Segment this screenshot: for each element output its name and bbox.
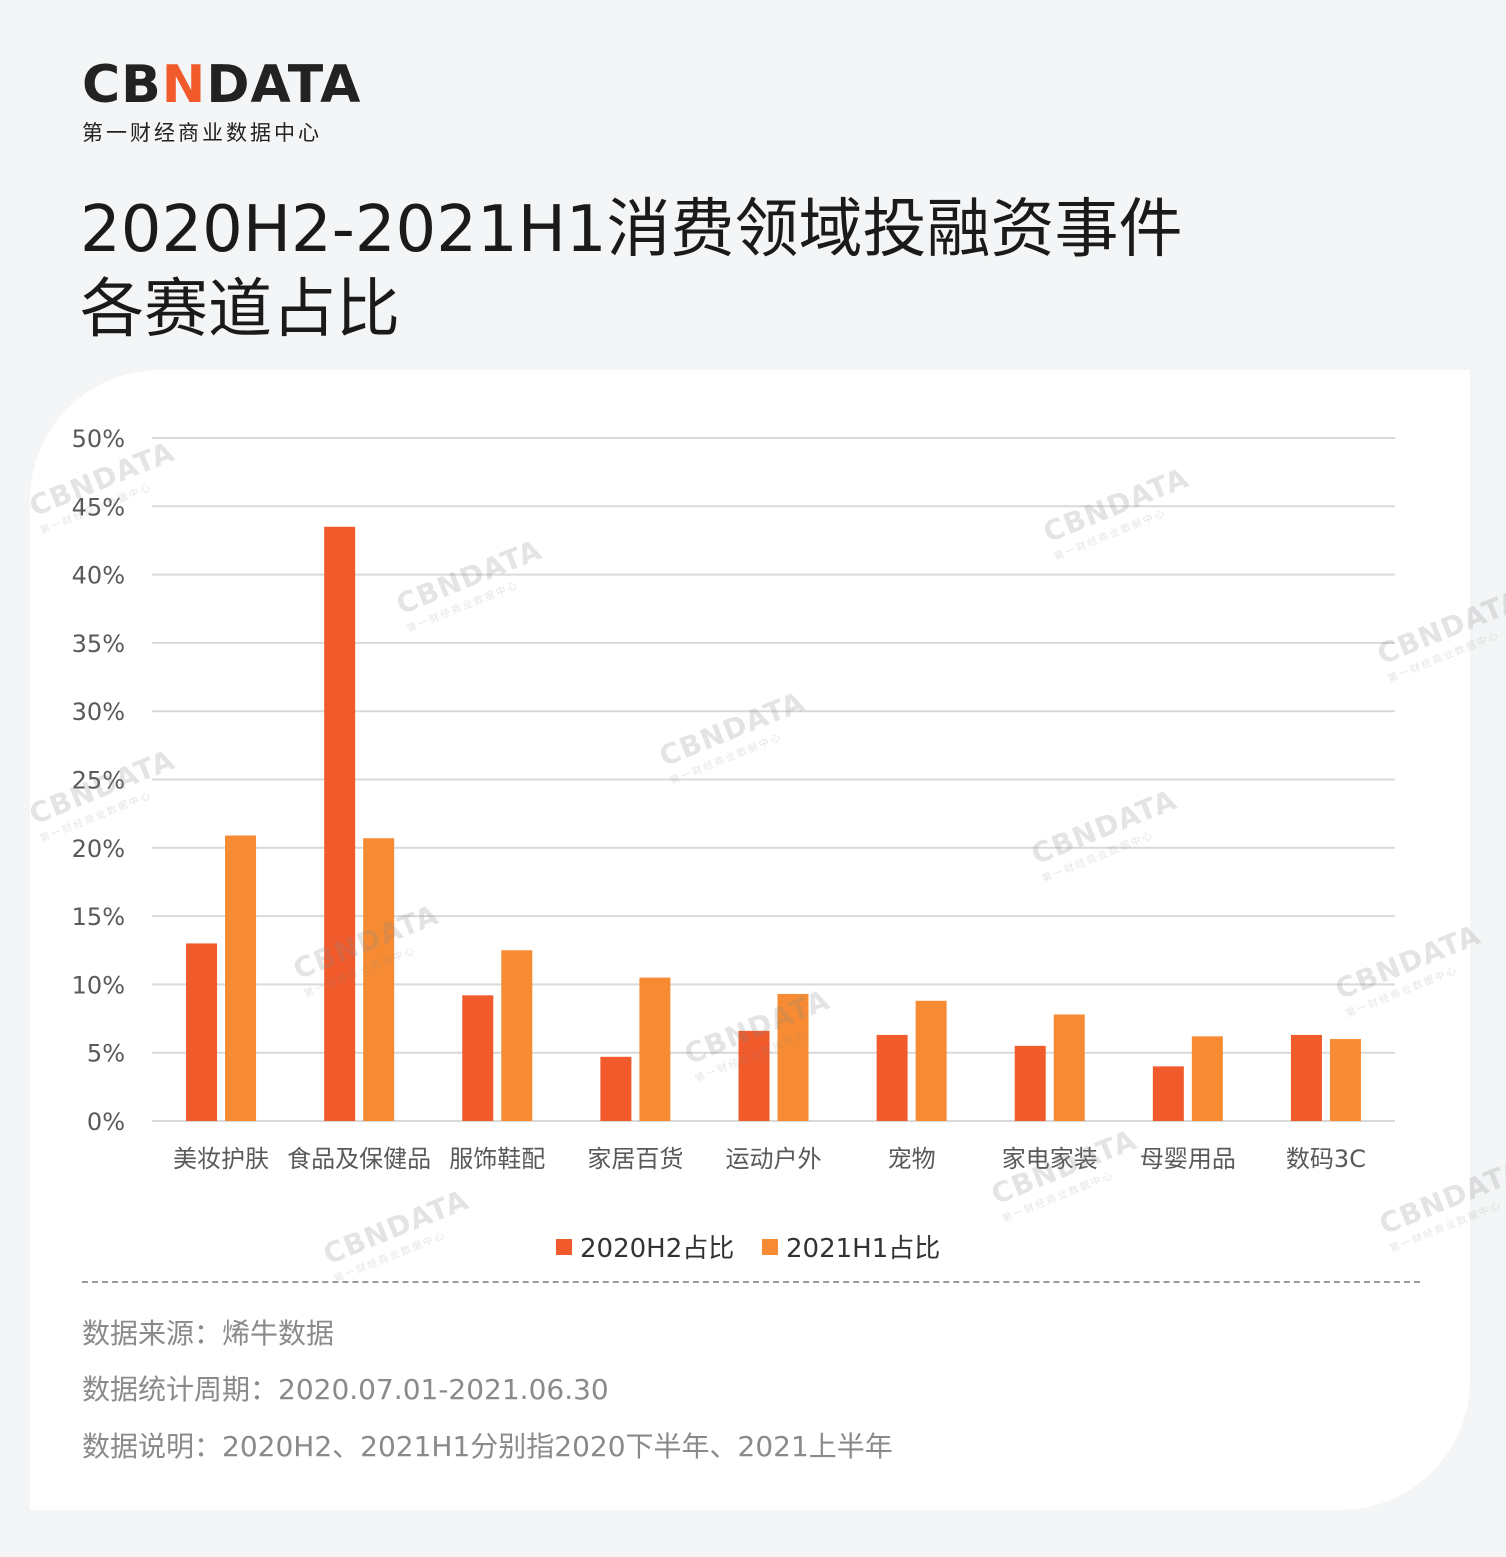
y-axis-ticks: 0% 5% 10% 15% 20% 25% 30% 35% 40% 45% 50% <box>72 425 125 1136</box>
bar-series2-4 <box>639 977 671 1121</box>
bar-series2-1 <box>225 835 257 1121</box>
bars <box>186 526 1361 1121</box>
logo-mark: N <box>161 55 207 115</box>
bar-series1-7 <box>1014 1045 1046 1121</box>
y-tick-label: 50% <box>72 425 125 453</box>
logo-subtitle: 第一财经商业数据中心 <box>82 121 322 145</box>
bar-series2-8 <box>1191 1036 1223 1121</box>
bar-series1-2 <box>324 526 356 1121</box>
y-tick-label: 35% <box>72 630 125 658</box>
x-tick-label: 服饰鞋配 <box>449 1145 545 1173</box>
data-period-note: 数据统计周期：2020.07.01-2021.06.30 <box>82 1373 609 1406</box>
title-line-1: 2020H2-2021H1消费领域投融资事件 <box>80 193 1183 267</box>
x-tick-label: 数码3C <box>1286 1145 1366 1173</box>
bar-series1-9 <box>1290 1034 1322 1121</box>
page-title: 2020H2-2021H1消费领域投融资事件 各赛道占比 <box>80 190 1280 350</box>
cbndata-logo: CB N DATA 第一财经商业数据中心 <box>82 55 361 147</box>
legend-swatch <box>556 1239 572 1255</box>
bar-series1-1 <box>186 943 218 1121</box>
y-tick-label: 30% <box>72 698 125 726</box>
grid-lines <box>152 437 1395 1122</box>
x-tick-label: 母婴用品 <box>1140 1145 1236 1173</box>
logo-wordmark: CB N DATA <box>82 55 362 115</box>
y-tick-label: 0% <box>87 1108 125 1136</box>
legend-swatch <box>762 1239 778 1255</box>
y-tick-label: 15% <box>72 903 125 931</box>
bar-series2-9 <box>1329 1039 1361 1121</box>
y-tick-label: 10% <box>72 971 125 999</box>
bar-series2-5 <box>777 993 809 1121</box>
y-tick-label: 25% <box>72 767 125 795</box>
x-tick-label: 运动户外 <box>726 1145 822 1173</box>
y-tick-label: 45% <box>72 493 125 521</box>
x-tick-label: 家居百货 <box>587 1145 683 1173</box>
legend-label: 2021H1占比 <box>786 1234 940 1264</box>
bar-series1-4 <box>600 1056 632 1121</box>
bar-series1-3 <box>462 995 494 1121</box>
x-tick-label: 食品及保健品 <box>287 1145 431 1173</box>
bar-series2-7 <box>1053 1014 1085 1121</box>
title-line-2: 各赛道占比 <box>80 273 400 347</box>
bar-series2-2 <box>363 838 395 1121</box>
y-tick-label: 20% <box>72 835 125 863</box>
bar-series1-8 <box>1152 1066 1184 1121</box>
data-source-note: 数据来源：烯牛数据 <box>82 1317 335 1350</box>
x-axis-labels: 美妆护肤 食品及保健品 服饰鞋配 家居百货 运动户外 宠物 家电家装 母婴用品 数码3C <box>173 1145 1366 1173</box>
bar-series2-6 <box>915 1000 947 1121</box>
legend: 2020H2占比 2021H1占比 <box>556 1234 940 1264</box>
y-tick-label: 40% <box>72 562 125 590</box>
legend-label: 2020H2占比 <box>580 1234 734 1264</box>
bar-series1-6 <box>876 1034 908 1121</box>
dashed-divider <box>82 1281 1420 1283</box>
x-tick-label: 美妆护肤 <box>173 1145 269 1173</box>
x-tick-label: 宠物 <box>888 1145 936 1173</box>
data-explanation-note: 数据说明：2020H2、2021H1分别指2020下半年、2021上半年 <box>82 1430 893 1463</box>
chart-card <box>30 370 1470 1510</box>
y-tick-label: 5% <box>87 1040 125 1068</box>
bar-series1-5 <box>738 1030 770 1121</box>
bar-series2-3 <box>501 950 533 1121</box>
x-tick-label: 家电家装 <box>1002 1145 1098 1173</box>
